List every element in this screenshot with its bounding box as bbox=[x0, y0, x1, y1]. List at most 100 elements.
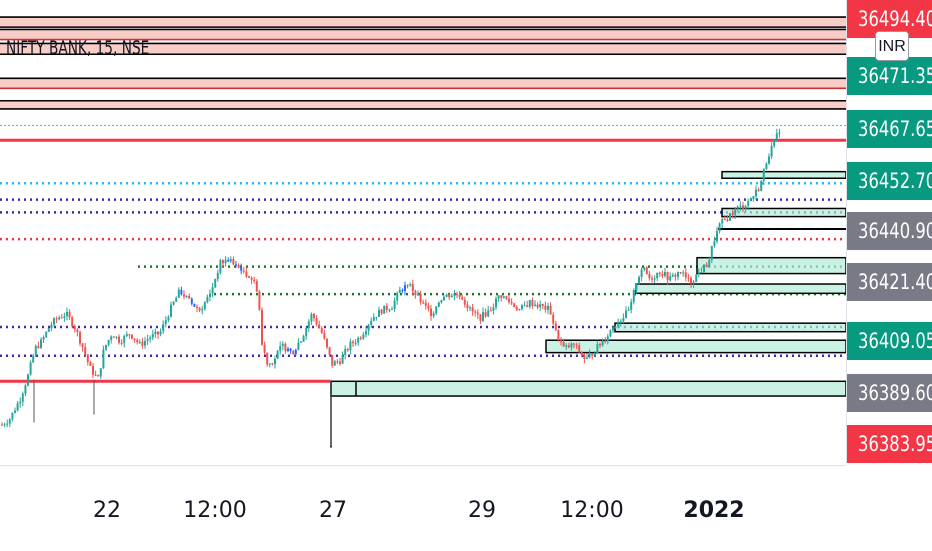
candle bbox=[401, 289, 404, 291]
price-tag: 36452.70 bbox=[847, 162, 932, 200]
candle bbox=[450, 295, 453, 298]
candle bbox=[144, 341, 146, 346]
candle bbox=[53, 318, 55, 325]
candle bbox=[118, 336, 120, 343]
candle bbox=[768, 156, 770, 164]
candle bbox=[294, 349, 297, 355]
candle bbox=[289, 348, 292, 351]
candle bbox=[180, 289, 183, 295]
candle bbox=[136, 339, 139, 343]
candle bbox=[625, 310, 627, 318]
candle bbox=[198, 307, 201, 311]
resistance-band bbox=[0, 43, 846, 55]
resistance-band bbox=[0, 78, 846, 89]
candle bbox=[627, 309, 630, 311]
candle bbox=[333, 361, 336, 366]
candle bbox=[734, 208, 737, 215]
candle bbox=[471, 307, 474, 312]
candle bbox=[557, 329, 560, 341]
candle bbox=[700, 272, 703, 274]
candle bbox=[716, 230, 718, 242]
candle bbox=[713, 241, 716, 247]
candle bbox=[372, 317, 375, 321]
candle bbox=[440, 300, 443, 303]
candle bbox=[586, 357, 588, 359]
candle bbox=[775, 133, 778, 140]
candle bbox=[359, 337, 362, 339]
candle bbox=[385, 305, 388, 311]
candle bbox=[396, 292, 399, 301]
candle bbox=[757, 189, 760, 192]
price-tag: 36471.35 bbox=[847, 57, 932, 95]
candle bbox=[37, 345, 40, 348]
candle bbox=[219, 260, 222, 273]
candle bbox=[479, 314, 482, 321]
candle bbox=[349, 341, 352, 351]
candle bbox=[752, 196, 755, 200]
candle bbox=[539, 304, 542, 308]
candle bbox=[261, 309, 263, 345]
candle bbox=[287, 348, 289, 351]
candle bbox=[609, 330, 612, 337]
candle bbox=[453, 293, 456, 296]
candle bbox=[430, 308, 432, 317]
candle bbox=[484, 312, 487, 317]
candle bbox=[300, 341, 302, 343]
demand-zones bbox=[330, 170, 846, 448]
candle bbox=[443, 296, 445, 301]
candle bbox=[222, 260, 224, 264]
candle bbox=[284, 343, 287, 351]
candle bbox=[651, 278, 653, 280]
price-tag-label: 36421.40 bbox=[858, 270, 932, 294]
candle bbox=[175, 297, 178, 302]
candle bbox=[565, 345, 568, 347]
candle bbox=[518, 308, 521, 310]
candle bbox=[63, 316, 66, 318]
candle bbox=[237, 265, 240, 268]
price-chart[interactable] bbox=[0, 0, 846, 465]
candle bbox=[427, 305, 430, 309]
candle bbox=[302, 336, 305, 342]
resistance-band bbox=[0, 100, 846, 109]
price-axis[interactable]: 36494.40 36471.35 36467.65 36452.70 36440.90… bbox=[846, 0, 932, 465]
candle bbox=[66, 312, 68, 317]
candle bbox=[773, 139, 776, 146]
candle bbox=[718, 223, 721, 231]
candle bbox=[110, 336, 113, 340]
candle bbox=[747, 201, 750, 206]
candle bbox=[71, 317, 74, 327]
candle bbox=[55, 318, 58, 320]
time-axis[interactable]: 22 12:00 27 29 12:00 2022 bbox=[0, 465, 846, 551]
candle bbox=[575, 344, 578, 346]
candle bbox=[365, 330, 367, 335]
candle bbox=[562, 341, 565, 347]
candle bbox=[255, 281, 258, 292]
candle bbox=[695, 274, 698, 283]
candle bbox=[240, 267, 243, 271]
candle bbox=[510, 301, 513, 304]
candle bbox=[216, 272, 219, 279]
candle bbox=[552, 314, 555, 324]
candle bbox=[723, 219, 726, 221]
candle bbox=[778, 132, 781, 134]
candle bbox=[115, 336, 118, 338]
candle bbox=[6, 423, 9, 425]
candle bbox=[521, 305, 523, 309]
chart-area[interactable]: NIFTY BANK, 15, NSE bbox=[0, 0, 846, 465]
candle bbox=[648, 274, 651, 279]
candle bbox=[183, 294, 185, 297]
candle bbox=[515, 306, 518, 310]
currency-button[interactable]: INR bbox=[875, 31, 909, 61]
candle bbox=[404, 285, 406, 291]
price-tag-label: 36389.60 bbox=[858, 381, 932, 405]
candle bbox=[58, 317, 61, 320]
candle bbox=[645, 267, 648, 275]
candle bbox=[469, 307, 471, 309]
candle bbox=[27, 374, 29, 386]
candle bbox=[388, 309, 391, 311]
candle bbox=[677, 272, 679, 277]
candle bbox=[476, 312, 479, 315]
candle bbox=[242, 270, 245, 272]
candle bbox=[40, 339, 42, 348]
candle bbox=[513, 303, 516, 307]
